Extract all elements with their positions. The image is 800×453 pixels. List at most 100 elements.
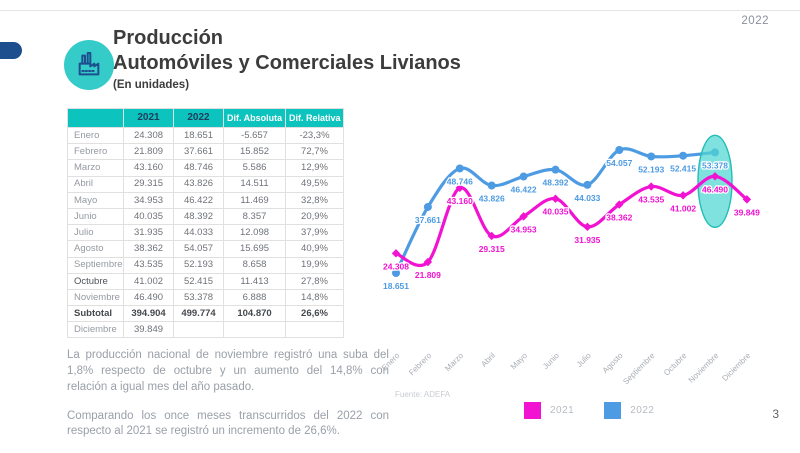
value-label-2021: 31.935 [574,235,600,245]
page-subtitle: (En unidades) [113,79,190,91]
value-label-2021: 41.002 [670,203,696,213]
data-point-2021 [678,191,688,200]
table-row: Diciembre 39.849 [67,321,344,339]
table-cell-month: Julio [67,224,124,242]
table-cell-value: 6.888 [223,288,286,307]
table-cell-value: 37,9% [285,224,344,242]
table-cell-value: 43.535 [123,256,174,274]
table-cell-value: 12.098 [223,224,286,242]
table-cell-value: 24.308 [123,126,174,145]
table-cell-value: 54.057 [173,240,224,258]
table-cell-month: Enero [67,126,124,145]
value-label-2022: 48.392 [543,178,569,188]
value-label-2022: 52.193 [638,164,664,174]
table-row: Mayo 34.953 46.422 11.469 32,8% [67,191,344,209]
table-row: Subtotal 394.904 499.774 104.870 26,6% [67,305,344,323]
value-label-2021: 38.362 [606,213,632,223]
table-cell-value: 394.904 [123,305,174,323]
legend-label-2022: 2022 [630,405,655,416]
chart-source: Fuente: ADEFA [395,390,451,399]
table-cell-value: 37.661 [173,143,224,161]
november-highlight-ellipse [697,134,733,229]
table-cell-value: 14,8% [285,288,344,307]
table-row: Enero 24.308 18.651 -5.657 -23,3% [67,126,344,145]
production-line-chart: 18.651 37.661 48.746 43.826 46.422 48.392 44.0… [380,134,761,387]
table-cell-value: 44.033 [173,224,224,242]
value-label-2021: 39.849 [734,207,760,217]
table-cell-value: 53.378 [173,288,224,307]
table-cell-value: -5.657 [223,126,286,145]
value-label-2021: 46.490 [702,184,728,194]
production-table: 2021 2022 Dif. Absoluta Dif. Relativa Enero… [67,108,344,339]
table-cell-value [285,321,344,339]
factory-icon-glyph [78,52,100,76]
data-point-2022 [615,146,624,155]
table-cell-value: 21.809 [123,143,174,161]
table-cell-value: 43.160 [123,159,174,177]
table-cell-value: 46.490 [123,288,174,307]
table-cell-value: 499.774 [173,305,224,323]
table-cell-month: Agosto [67,240,124,258]
table-cell-value: 20,9% [285,207,344,226]
table-cell-value: 8.658 [223,256,286,274]
value-label-2021: 21.809 [415,270,441,280]
value-label-2021: 40.035 [543,207,569,217]
legend-label-2021: 2021 [550,405,575,416]
line-2021 [394,174,749,268]
value-label-2021: 34.953 [511,224,537,234]
table-cell-month: Octubre [67,272,124,290]
value-label-2022: 43.826 [479,194,505,204]
header-titles: Producción Automóviles y Comerciales Liv… [113,26,461,91]
table-cell-value: 12,9% [285,159,344,177]
table-cell-value: 52.415 [173,272,224,290]
axis-label-month: Marzo [443,351,465,373]
value-label-2022: 52.415 [670,164,696,174]
axis-label-month: Febrero [407,351,434,378]
table-cell-value: 46.422 [173,191,224,209]
data-point-2022 [647,152,656,161]
table-cell-value: 15.852 [223,143,286,161]
data-point-2022 [487,181,496,190]
legend-item-2021: 2021 [524,402,574,419]
table-cell-month: Febrero [67,143,124,161]
table-cell-value: 104.870 [223,305,286,323]
table-cell-value: 48.392 [173,207,224,226]
data-point-2022 [519,172,528,181]
data-point-2021 [519,212,528,221]
data-point-2021 [710,172,720,181]
table-cell-value: 18.651 [173,126,224,145]
data-point-2021 [647,182,656,191]
table-cell-value: 5.586 [223,159,286,177]
table-cell-value: 41.002 [123,272,174,290]
table-cell-value [223,321,286,339]
slide-year: 2022 [741,15,769,27]
table-row: Febrero 21.809 37.661 15.852 72,7% [67,143,344,161]
table-cell-value: 11.413 [223,272,286,290]
table-cell-month: Mayo [67,191,124,209]
table-cell-value: 38.362 [123,240,174,258]
table-cell-value: 48.746 [173,159,224,177]
table-cell-month: Marzo [67,159,124,177]
table-cell-value: 32,8% [285,191,344,209]
data-point-2021 [742,195,752,204]
axis-label-month: Septiembre [621,351,657,387]
data-point-2022 [551,165,560,174]
table-cell-value: 19,9% [285,256,344,274]
table-row: Junio 40.035 48.392 8.357 20,9% [67,207,344,226]
table-cell-value: 49,5% [285,175,344,193]
summary-paragraph-2: Comparando los once meses transcurridos … [67,409,389,438]
table-cell-value: 15.695 [223,240,286,258]
data-point-2022 [583,180,592,189]
legend-swatch-2022 [604,402,622,419]
table-cell-month: Septiembre [67,256,124,274]
value-label-2022: 37.661 [415,215,441,225]
table-row: Marzo 43.160 48.746 5.586 12,9% [67,159,344,177]
summary-paragraph-1: La producción nacional de noviembre regi… [67,349,389,393]
table-header-cell: Dif. Absoluta [223,108,286,128]
axis-label-month: Diciembre [720,351,752,383]
table-row: Septiembre 43.535 52.193 8.658 19,9% [67,256,344,274]
table-cell-value [173,321,224,339]
table-cell-value: 43.826 [173,175,224,193]
axis-label-month: Agosto [601,351,625,375]
table-header-cell [67,108,124,128]
